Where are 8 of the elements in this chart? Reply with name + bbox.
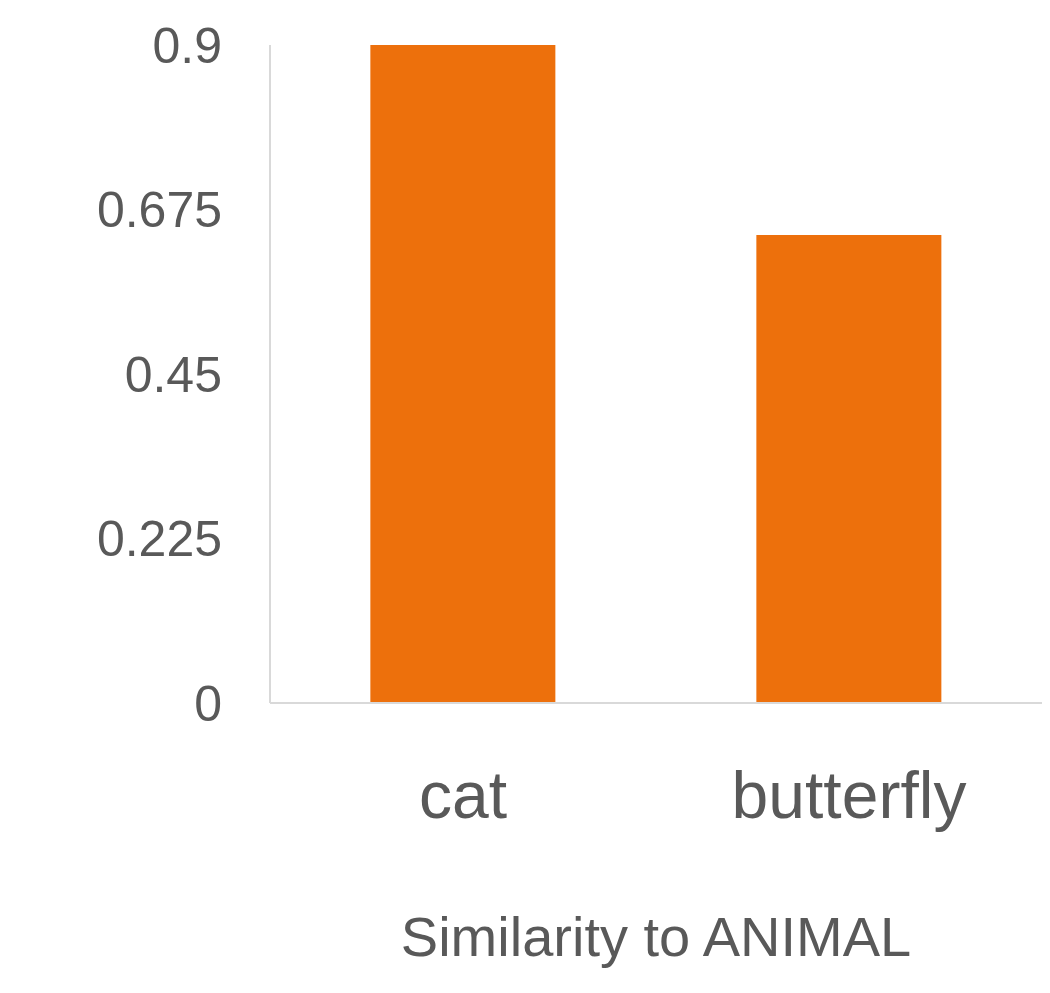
y-tick-label: 0.45 (124, 346, 222, 403)
y-tick-label: 0.225 (96, 511, 222, 568)
y-tick-label: 0 (194, 675, 222, 732)
x-axis-title: Similarity to ANIMAL (400, 905, 912, 968)
y-tick-label: 0.9 (152, 17, 222, 74)
y-tick-label: 0.675 (96, 182, 222, 239)
x-tick-label: cat (418, 757, 508, 832)
x-tick-label: butterfly (731, 757, 967, 832)
